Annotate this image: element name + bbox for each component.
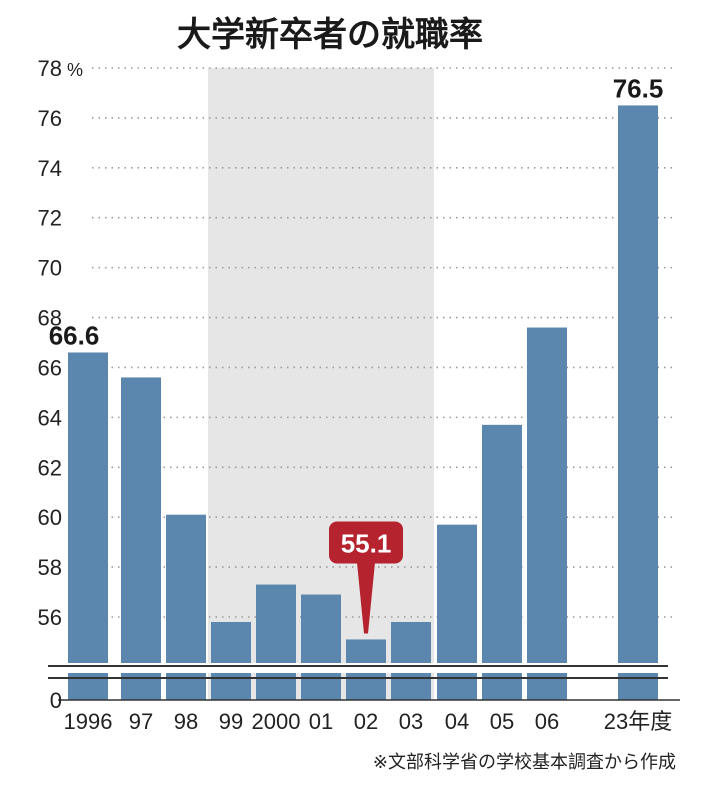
y-tick-66: 66 [38, 355, 62, 380]
axis-break [48, 663, 680, 701]
source-note: ※文部科学省の学校基本調査から作成 [373, 752, 676, 773]
bar-04 [437, 524, 477, 700]
y-tick-64: 64 [38, 405, 62, 430]
y-tick-70: 70 [38, 256, 62, 281]
bar-05 [482, 424, 522, 700]
bar-03 [391, 621, 431, 700]
x-tick-01: 01 [309, 709, 333, 734]
y-tick-78: 78 [38, 56, 62, 81]
x-tick-03: 03 [399, 709, 423, 734]
x-tick-04: 04 [445, 709, 469, 734]
y-tick-68: 68 [38, 306, 62, 331]
bar-99 [211, 621, 251, 700]
y-tick-74: 74 [38, 156, 62, 181]
data-label-23: 76.5 [613, 73, 664, 103]
bar-97 [121, 377, 161, 700]
y-tick-58: 58 [38, 555, 62, 580]
y-tick-56: 56 [38, 605, 62, 630]
x-tick-98: 98 [174, 709, 198, 734]
x-tick-labels: 1996 97 98 99 2000 01 02 03 04 05 06 23年度 [64, 709, 673, 734]
data-label-1996: 66.6 [49, 320, 100, 350]
y-tick-76: 76 [38, 106, 62, 131]
x-tick-05: 05 [490, 709, 514, 734]
y-tick-62: 62 [38, 455, 62, 480]
x-tick-23: 23年度 [604, 709, 672, 734]
x-tick-97: 97 [129, 709, 153, 734]
y-tick-72: 72 [38, 206, 62, 231]
bar-2000 [256, 584, 296, 700]
x-tick-06: 06 [535, 709, 559, 734]
x-tick-2000: 2000 [252, 709, 301, 734]
break-band [48, 663, 680, 673]
y-tick-zero: 0 [50, 688, 62, 713]
data-labels: 66.6 55.1 76.5 [49, 73, 664, 634]
y-tick-labels: 56 58 60 62 64 66 68 70 72 74 76 78 % 0 [38, 56, 84, 713]
x-tick-02: 02 [354, 709, 378, 734]
highlight-callout [329, 521, 403, 564]
x-tick-1996: 1996 [64, 709, 113, 734]
y-tick-60: 60 [38, 505, 62, 530]
bar-23 [618, 105, 658, 700]
y-unit: % [67, 60, 83, 80]
bar-01 [301, 594, 341, 700]
data-label-02: 55.1 [341, 528, 392, 558]
bar-1996 [68, 352, 108, 700]
highlight-pointer [357, 562, 375, 634]
chart-title: 大学新卒者の就職率 [177, 15, 483, 55]
x-tick-99: 99 [219, 709, 243, 734]
bar-06 [527, 327, 567, 700]
